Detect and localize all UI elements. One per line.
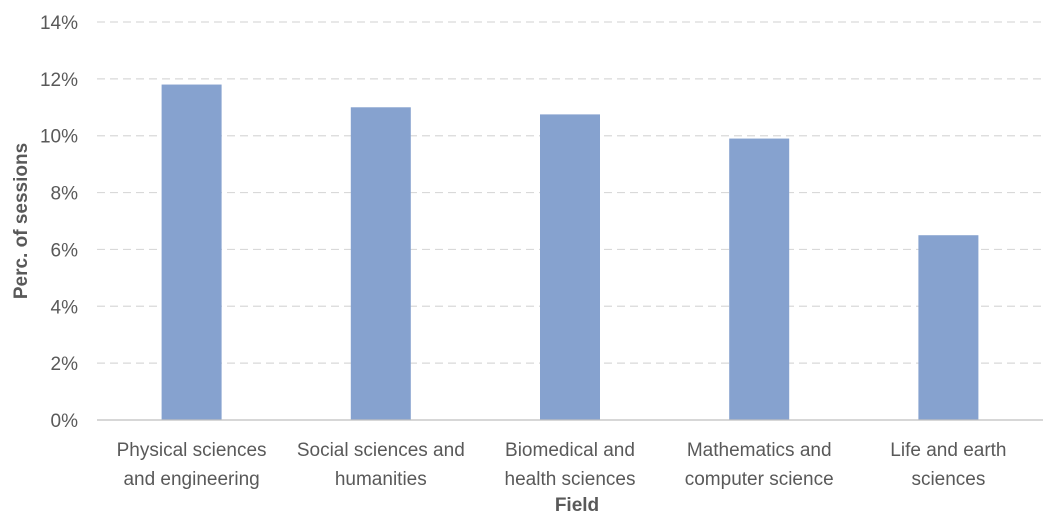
x-tick-label: Biomedical and health sciences [505, 440, 636, 490]
x-tick-label-line: health sciences [505, 469, 636, 490]
x-axis-ticks: Physical sciences and engineering Social s… [117, 440, 1007, 490]
x-tick-label-line: Physical sciences [117, 440, 267, 461]
bars [161, 84, 979, 421]
y-tick-label: 12% [40, 70, 78, 91]
x-tick-label-line: Social sciences and [297, 440, 465, 461]
x-tick-label-line: humanities [335, 469, 427, 490]
x-tick-label: Mathematics and computer science [685, 440, 834, 490]
y-tick-label: 2% [51, 354, 79, 375]
bar [161, 84, 222, 421]
y-axis-ticks: 0% 2% 4% 6% 8% 10% 12% 14% [40, 13, 78, 432]
y-tick-label: 8% [51, 184, 79, 205]
x-tick-label-line: Biomedical and [505, 440, 635, 461]
x-tick-label-line: computer science [685, 469, 834, 490]
x-tick-label-line: Mathematics and [687, 440, 832, 461]
x-tick-label-line: and engineering [123, 469, 259, 490]
y-tick-label: 6% [51, 240, 79, 261]
bar [729, 138, 790, 421]
x-tick-label-line: Life and earth [890, 440, 1006, 461]
x-tick-label-line: sciences [911, 469, 985, 490]
x-axis-title: Field [555, 495, 599, 516]
x-tick-label: Social sciences and humanities [297, 440, 465, 490]
x-tick-label: Physical sciences and engineering [117, 440, 267, 490]
y-tick-label: 0% [51, 411, 79, 432]
bar [540, 114, 600, 421]
bar [350, 107, 411, 421]
y-axis-title: Perc. of sessions [11, 143, 32, 299]
y-tick-label: 14% [40, 13, 78, 34]
x-tick-label: Life and earth sciences [890, 440, 1006, 490]
y-tick-label: 4% [51, 297, 79, 318]
bar [918, 235, 979, 420]
y-tick-label: 10% [40, 127, 78, 148]
